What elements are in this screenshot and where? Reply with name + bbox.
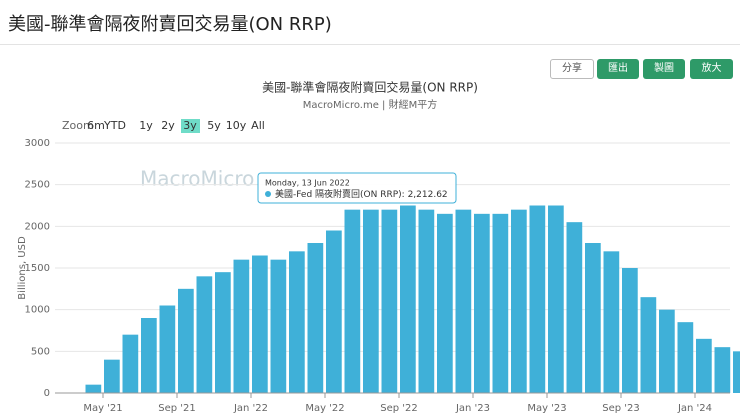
header: 美國-聯準會隔夜附賣回交易量(ON RRP): [0, 0, 740, 45]
tooltip-date: Monday, 13 Jun 2022: [265, 179, 350, 188]
bar: [659, 309, 675, 393]
y-tick-label: 1000: [25, 305, 50, 316]
bar: [437, 213, 453, 393]
bar: [714, 347, 731, 393]
zoom-option[interactable]: 5y: [207, 119, 221, 132]
zoom-option[interactable]: 2y: [161, 119, 175, 132]
zoom-option[interactable]: 3y: [183, 119, 197, 132]
bar: [400, 205, 416, 393]
chart-subtitle: MacroMicro.me | 財經M平方: [303, 98, 437, 111]
bar: [696, 338, 712, 393]
bar: [363, 209, 379, 393]
y-tick-label: 2000: [25, 221, 50, 232]
chart-title: 美國-聯準會隔夜附賣回交易量(ON RRP): [262, 80, 478, 95]
zoom-label: Zoom: [62, 119, 94, 132]
tooltip-value: 2,212.62: [408, 190, 448, 200]
tooltip-dot: [265, 191, 271, 197]
x-tick-label: Sep '22: [380, 403, 418, 414]
page-title: 美國-聯準會隔夜附賣回交易量(ON RRP): [8, 14, 332, 35]
bar: [529, 205, 546, 393]
bar: [492, 213, 509, 393]
zoom-option[interactable]: All: [251, 119, 265, 132]
bar: [178, 288, 194, 393]
y-tick-label: 0: [44, 388, 50, 399]
bar: [733, 351, 740, 393]
bar: [270, 259, 287, 393]
bar: [640, 297, 657, 393]
bar: [677, 322, 694, 393]
export-button[interactable]: 匯出: [597, 59, 639, 79]
bar: [252, 255, 268, 393]
bar: [566, 222, 583, 393]
y-tick-label: 2500: [25, 180, 50, 191]
x-tick-label: May '23: [527, 403, 566, 414]
bar: [474, 213, 490, 393]
zoom-button[interactable]: 放大: [690, 59, 733, 79]
bar: [585, 243, 601, 393]
bar: [326, 230, 342, 393]
watermark: MacroMicro: [140, 167, 254, 191]
bar: [196, 276, 213, 393]
bar: [418, 209, 435, 393]
bar: [122, 334, 139, 393]
tooltip-box: [257, 172, 457, 204]
zoom-option[interactable]: 1y: [139, 119, 153, 132]
zoom-option[interactable]: YTD: [103, 119, 126, 132]
bar: [511, 209, 527, 393]
bar: [141, 318, 157, 393]
y-tick-label: 500: [31, 346, 50, 357]
y-tick-label: 1500: [25, 263, 50, 274]
bar: [233, 259, 250, 393]
tooltip-series: 美國-Fed 隔夜附賣回(ON RRP):: [275, 188, 408, 200]
bar: [381, 209, 398, 393]
draw-button[interactable]: 製圖: [643, 59, 685, 79]
bar: [307, 243, 324, 393]
zoom-option[interactable]: 6m: [87, 119, 105, 132]
bar: [104, 359, 120, 393]
zoom-selected: [181, 119, 200, 133]
x-tick-label: May '21: [83, 403, 122, 414]
bar: [455, 209, 472, 393]
y-axis-label: Billions, USD: [17, 236, 28, 300]
bar: [344, 209, 361, 393]
bar: [289, 251, 305, 393]
bar: [603, 251, 620, 393]
x-tick-label: May '22: [305, 403, 344, 414]
bar: [159, 305, 176, 393]
x-tick-label: Jan '23: [455, 403, 490, 414]
zoom-option[interactable]: 10y: [226, 119, 247, 132]
bar: [622, 268, 638, 393]
bar: [85, 384, 102, 393]
tooltip-text: 美國-Fed 隔夜附賣回(ON RRP): 2,212.62: [275, 188, 448, 200]
x-tick-label: Jan '22: [233, 403, 268, 414]
x-tick-label: Jan '24: [677, 403, 712, 414]
share-button[interactable]: 分享: [550, 59, 594, 79]
y-tick-label: 3000: [25, 138, 50, 149]
x-tick-label: Sep '21: [158, 403, 196, 414]
bar: [215, 272, 231, 393]
x-tick-label: Sep '23: [602, 403, 640, 414]
bar: [548, 205, 564, 393]
